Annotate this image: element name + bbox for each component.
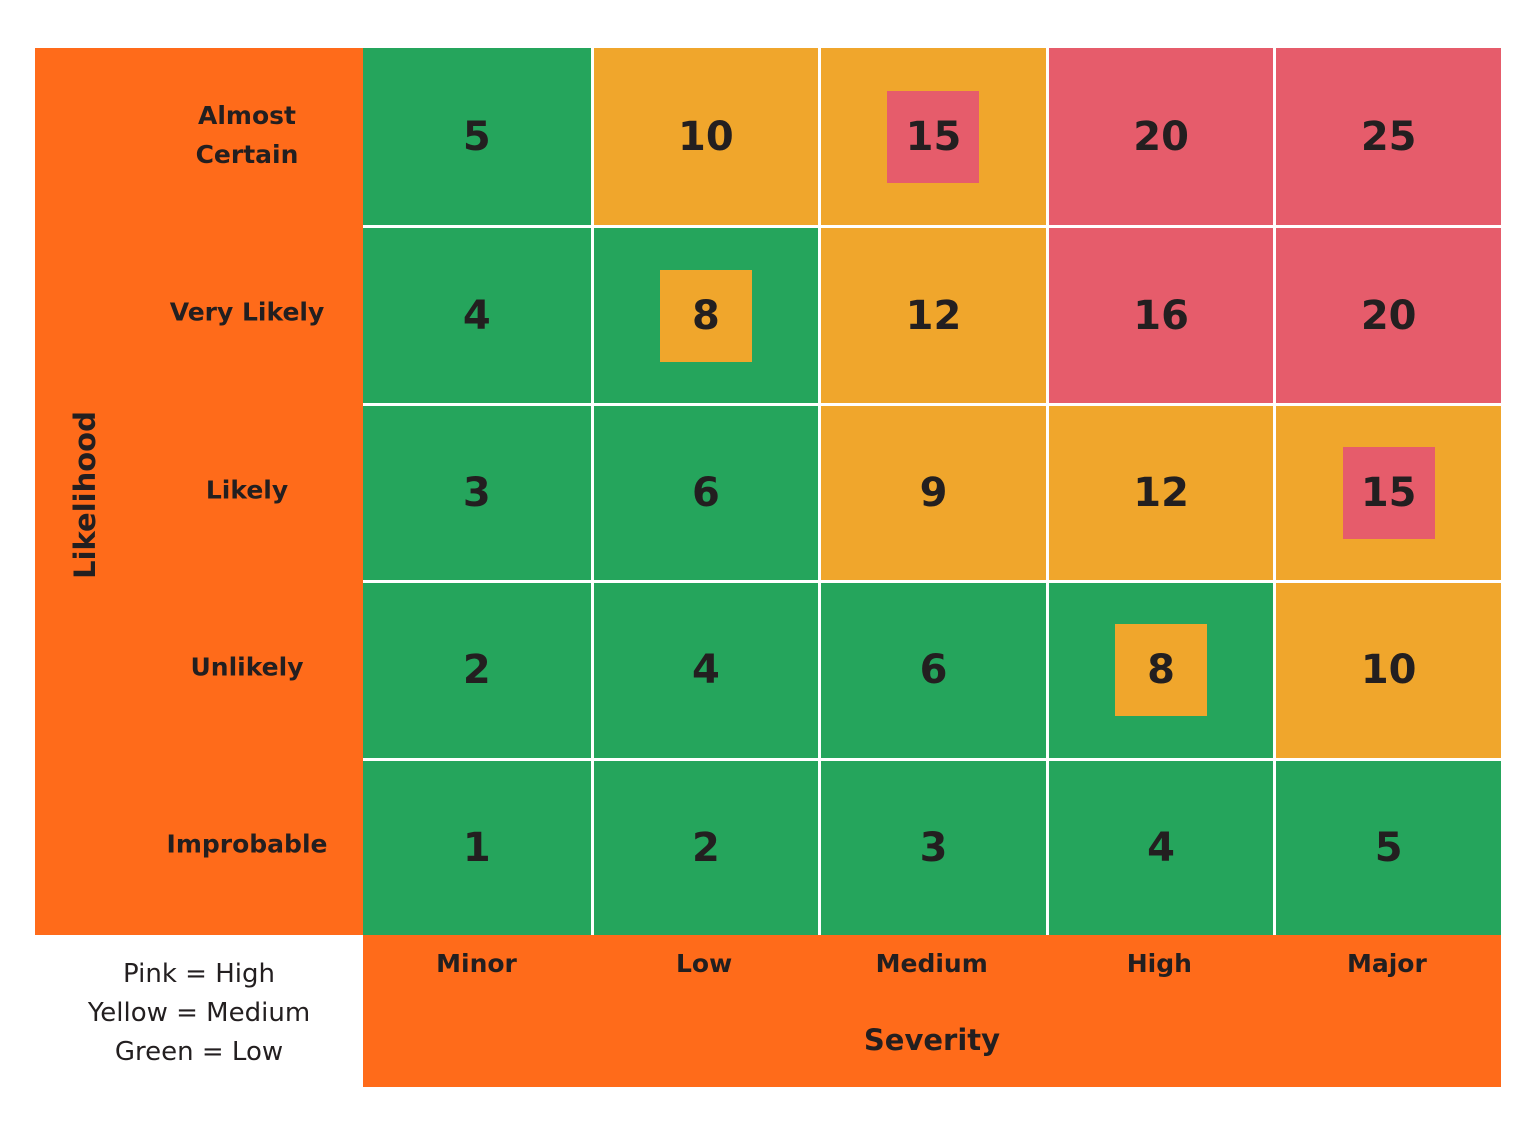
matrix-cell: 5 [1273, 757, 1501, 935]
matrix-cell: 2 [590, 757, 819, 935]
cell-value: 4 [462, 292, 491, 339]
cell-value: 20 [1360, 292, 1417, 339]
matrix-cell: 20 [1045, 48, 1274, 226]
cell-value: 8 [1147, 647, 1176, 694]
matrix-cell: 25 [1273, 48, 1501, 226]
cell-value: 6 [919, 647, 948, 694]
matrix-cell: 4 [1045, 757, 1274, 935]
legend: Pink = High Yellow = Medium Green = Low [35, 955, 363, 1072]
cell-value: 10 [1360, 647, 1417, 694]
matrix-cell: 6 [590, 402, 819, 581]
cell-value: 15 [905, 113, 962, 160]
row-label: Improbable [166, 829, 328, 859]
legend-item-high: Pink = High [123, 959, 275, 989]
cell-value: 8 [691, 292, 720, 339]
cell-value: 3 [462, 469, 491, 516]
matrix-cell: 3 [363, 402, 591, 581]
cell-value: 1 [462, 824, 491, 871]
matrix-cell: 5 [363, 48, 591, 226]
cell-value: 12 [905, 292, 962, 339]
cell-value: 5 [462, 113, 491, 160]
matrix-cell: 20 [1273, 225, 1501, 403]
cell-value: 2 [691, 824, 720, 871]
matrix-cell: 10 [1273, 580, 1501, 758]
matrix-cell: 8 [1045, 580, 1274, 758]
matrix-cell: 15 [818, 48, 1046, 226]
cell-value: 4 [1147, 824, 1176, 871]
cell-value: 9 [919, 469, 948, 516]
matrix-cell: 10 [590, 48, 819, 226]
cell-value: 15 [1360, 469, 1417, 516]
cell-value: 20 [1133, 113, 1189, 160]
column-label: Medium [875, 949, 988, 978]
column-label: Low [675, 949, 733, 978]
x-axis-label: Severity [863, 1023, 1001, 1057]
row-label: Almost Certain [195, 100, 299, 169]
matrix-cell: 12 [1045, 402, 1274, 581]
highlight-marker [659, 269, 752, 362]
matrix-cell: 4 [363, 225, 591, 403]
column-label: Minor [436, 949, 517, 978]
matrix-cell: 4 [590, 580, 819, 758]
highlight-marker [1342, 446, 1435, 539]
y-axis-label: Likelihood [68, 411, 102, 579]
matrix-cell: 6 [818, 580, 1046, 758]
cell-value: 4 [691, 647, 720, 694]
matrix-cell: 3 [818, 757, 1046, 935]
column-label: Major [1346, 949, 1427, 978]
matrix-cell: 9 [818, 402, 1046, 581]
cell-value: 2 [462, 647, 491, 694]
legend-item-low: Green = Low [114, 1037, 284, 1067]
column-label: High [1126, 949, 1192, 978]
row-label: Likely [205, 475, 289, 504]
cell-value: 5 [1374, 824, 1403, 871]
cell-value: 16 [1133, 292, 1189, 339]
cell-value: 6 [691, 469, 720, 516]
highlight-marker [887, 90, 980, 183]
matrix-cell: 2 [363, 580, 591, 758]
row-label: Very Likely [169, 297, 325, 327]
cell-value: 10 [678, 113, 734, 160]
matrix-cell: 16 [1045, 225, 1274, 403]
matrix-cell: 15 [1273, 402, 1501, 581]
row-label: Unlikely [190, 652, 304, 682]
likelihood-axis-panel [35, 48, 363, 935]
matrix-cell: 1 [363, 757, 591, 935]
legend-item-medium: Yellow = Medium [87, 998, 311, 1028]
severity-axis-panel: Severity Minor Low Medium High Major [363, 935, 1501, 1087]
cell-value: 25 [1360, 113, 1417, 160]
matrix-cell: 12 [818, 225, 1046, 403]
risk-matrix-grid: 5 10 15 20 25 4 8 12 16 20 3 6 9 12 15 2 4 6 8 10 1 2 3 4 5 [363, 48, 1501, 935]
highlight-marker [1115, 624, 1208, 717]
cell-value: 3 [919, 824, 948, 871]
matrix-cell: 8 [590, 225, 819, 403]
cell-value: 12 [1133, 469, 1189, 516]
